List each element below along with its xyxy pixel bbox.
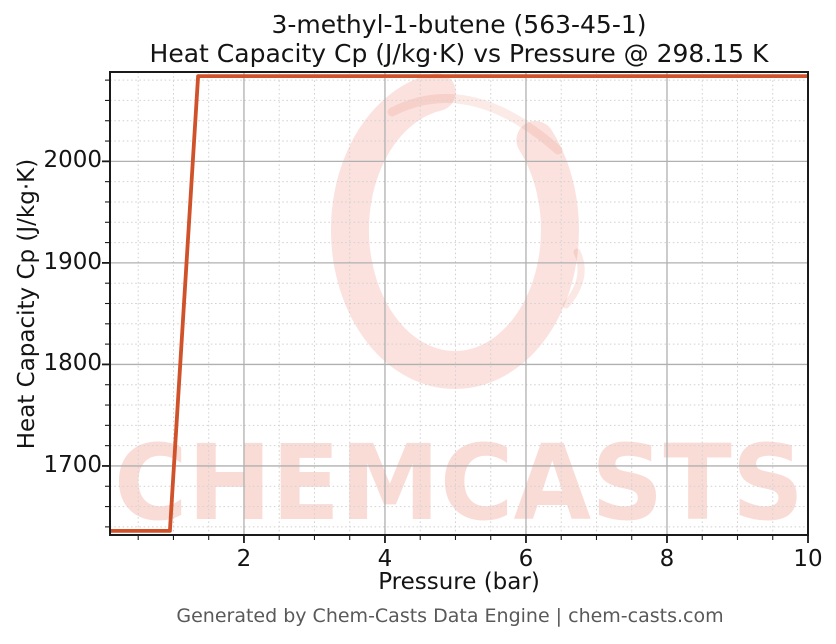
y-tick-label: 1900 (43, 248, 102, 275)
x-tick-label: 8 (659, 546, 675, 572)
plot-frame (109, 71, 809, 536)
x-tick-label: 10 (793, 546, 823, 572)
x-tick-label: 6 (518, 546, 534, 572)
x-tick-label: 2 (236, 546, 252, 572)
chart-title-line1: 3-methyl-1-butene (563-45-1) (271, 10, 647, 39)
footer-credit: Generated by Chem-Casts Data Engine | ch… (176, 605, 724, 627)
chart-title: 3-methyl-1-butene (563-45-1) Heat Capaci… (110, 10, 808, 68)
y-axis-label: Heat Capacity Cp (J/kg·K) (14, 158, 40, 450)
watermark-text: CHEMCASTS (114, 422, 804, 544)
axis-ticks (102, 79, 809, 543)
y-tick-label: 2000 (43, 147, 102, 174)
watermark-ring (330, 73, 579, 389)
watermark-logo: CHEMCASTS (114, 73, 804, 544)
data-line (110, 74, 808, 533)
minor-gridlines (110, 72, 808, 535)
chart-title-line2: Heat Capacity Cp (J/kg·K) vs Pressure @ … (149, 39, 769, 68)
watermark-swoosh (387, 93, 563, 155)
watermark-flick (562, 248, 585, 309)
x-axis-label: Pressure (bar) (378, 569, 540, 595)
x-tick-label: 4 (377, 546, 393, 572)
y-tick-label: 1700 (43, 451, 102, 478)
y-tick-label: 1800 (43, 350, 102, 377)
